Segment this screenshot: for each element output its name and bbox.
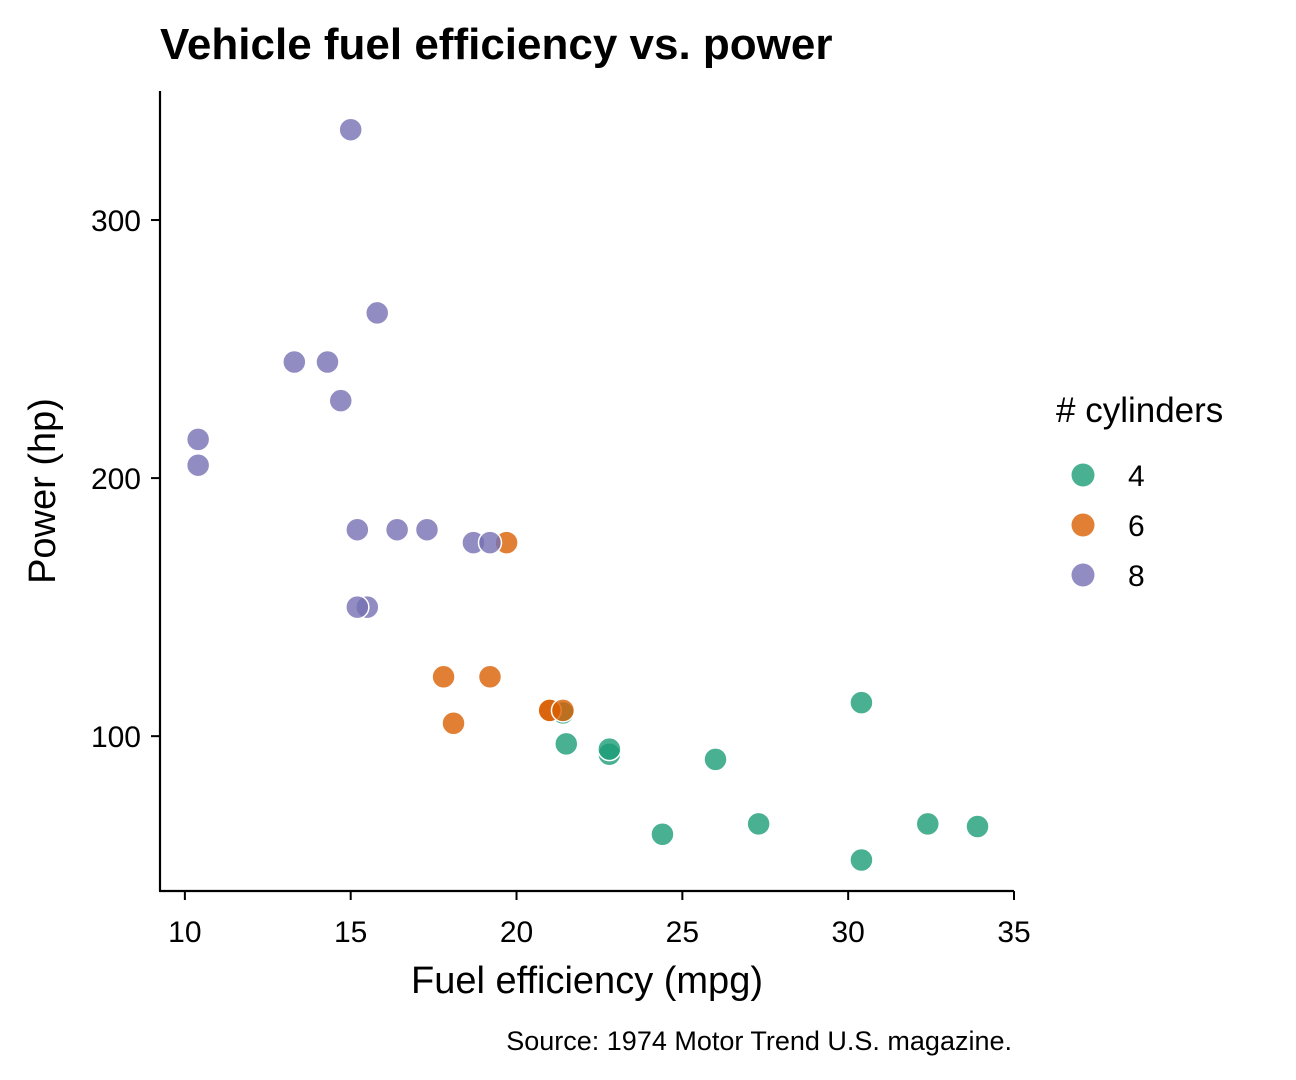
data-point-cyl-8 <box>315 349 340 375</box>
data-point-cyl-4 <box>849 690 874 715</box>
data-point-cyl-4 <box>965 814 990 839</box>
legend-swatch <box>1071 563 1095 587</box>
legend-title: # cylinders <box>1056 391 1223 430</box>
chart-caption: Source: 1974 Motor Trend U.S. magazine. <box>506 1026 1012 1056</box>
legend: # cylinders 4 6 8 <box>1056 391 1223 593</box>
data-point-cyl-6 <box>441 711 466 736</box>
legend-items: 4 6 8 <box>1071 460 1145 593</box>
x-tick-label: 35 <box>997 916 1030 949</box>
data-point-cyl-8 <box>328 388 353 413</box>
data-point-cyl-4 <box>703 747 728 772</box>
y-axis-ticks: 100 200 300 <box>91 205 160 754</box>
data-point-cyl-4 <box>650 821 675 847</box>
points-layer <box>185 117 990 873</box>
data-point-cyl-6 <box>431 664 456 690</box>
data-point-cyl-8 <box>477 530 503 555</box>
data-point-cyl-8 <box>414 517 440 542</box>
legend-label: 4 <box>1128 460 1145 493</box>
x-tick-label: 10 <box>168 916 201 949</box>
data-point-cyl-8 <box>384 517 410 542</box>
chart-title: Vehicle fuel efficiency vs. power <box>160 20 833 69</box>
x-tick-label: 20 <box>500 916 533 949</box>
data-point-cyl-8 <box>185 452 211 478</box>
data-point-cyl-8 <box>338 117 363 142</box>
y-axis-title: Power (hp) <box>22 398 64 584</box>
data-point-cyl-8 <box>345 594 370 620</box>
data-point-cyl-8 <box>345 517 370 542</box>
data-point-cyl-4 <box>849 847 874 873</box>
legend-swatch <box>1071 513 1095 537</box>
data-point-cyl-8 <box>364 300 390 326</box>
data-point-cyl-8 <box>282 349 307 375</box>
data-point-cyl-4 <box>746 811 771 837</box>
data-point-cyl-4 <box>915 811 941 837</box>
data-point-cyl-6 <box>477 664 503 690</box>
y-tick-label: 300 <box>91 205 141 238</box>
x-tick-label: 30 <box>831 916 864 949</box>
legend-label: 8 <box>1128 560 1145 593</box>
plot-area: 10 15 20 25 30 35 100 200 300 <box>91 91 1031 949</box>
data-point-cyl-6 <box>550 698 576 723</box>
y-tick-label: 200 <box>91 463 141 496</box>
legend-swatch <box>1071 463 1095 487</box>
y-tick-label: 100 <box>91 721 141 754</box>
x-tick-label: 15 <box>334 916 367 949</box>
x-tick-label: 25 <box>666 916 699 949</box>
x-axis-ticks: 10 15 20 25 30 35 <box>168 891 1031 949</box>
data-point-cyl-4 <box>554 731 579 757</box>
legend-label: 6 <box>1128 510 1145 543</box>
data-point-cyl-4 <box>597 736 622 762</box>
data-point-cyl-8 <box>185 427 211 452</box>
x-axis-title: Fuel efficiency (mpg) <box>411 960 763 1002</box>
